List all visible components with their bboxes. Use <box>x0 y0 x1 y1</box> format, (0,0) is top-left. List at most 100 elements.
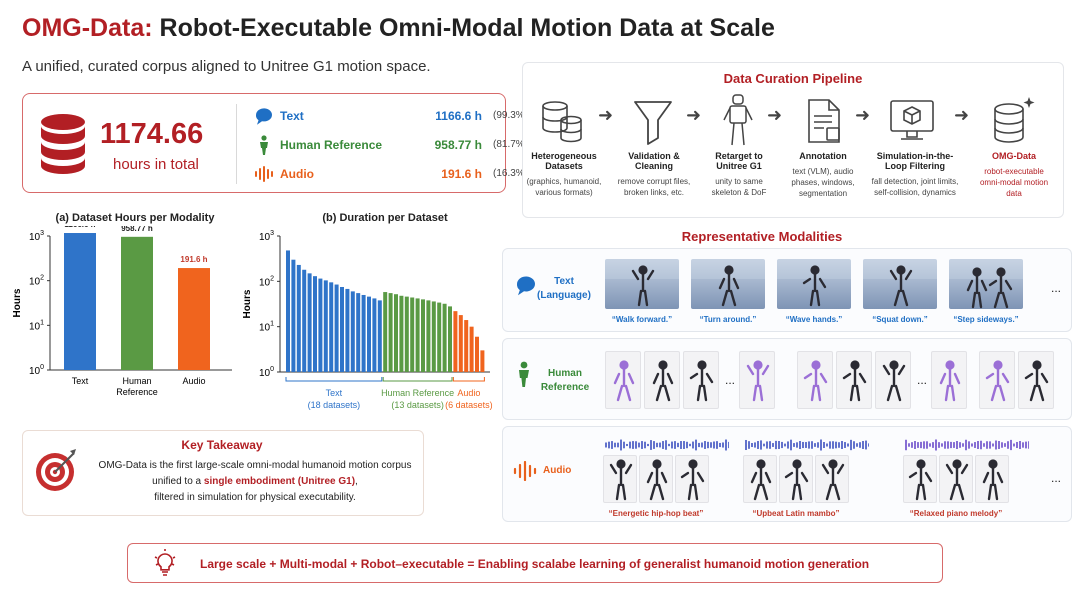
bar <box>318 278 323 372</box>
y-tick-label: 100 <box>259 366 274 379</box>
bar <box>377 300 382 372</box>
bar <box>350 291 355 372</box>
brand-name: OMG-Data: <box>22 14 153 42</box>
page-subtitle: A unified, curated corpus aligned to Uni… <box>22 58 431 75</box>
x-tick-label: Human <box>122 376 151 386</box>
bar <box>361 294 366 372</box>
pipeline-arrow: ➜ <box>686 105 702 125</box>
text-example-frame <box>777 259 851 309</box>
robot-figure <box>887 265 915 309</box>
pipeline-stage: Heterogeneous Datasets (graphics, humanoi… <box>525 151 603 198</box>
stage-desc: fall detection, joint limits, self-colli… <box>871 177 959 197</box>
group-count-label: (18 datasets) <box>308 400 361 410</box>
robot-figure <box>943 459 971 502</box>
stage-desc: robot-executable omni-modal motion data <box>979 167 1049 198</box>
pipeline-stage: Annotation text (VLM), audio phases, wind… <box>785 151 861 199</box>
bar-data-label: 191.6 h <box>180 255 207 264</box>
audio-motion-frame <box>939 455 973 503</box>
robot-figure <box>607 459 635 502</box>
bar <box>323 280 328 372</box>
modality-hours: 1166.6 h <box>435 109 482 123</box>
robot-figure <box>783 459 811 502</box>
robot-frame <box>1018 351 1054 409</box>
bar <box>453 311 458 372</box>
text-caption: “Squat down.” <box>872 315 928 324</box>
bar <box>415 298 420 372</box>
human-modality-label: Human Reference <box>540 368 590 393</box>
y-axis-label: Hours <box>242 289 253 318</box>
title-text: Robot-Executable Omni-Modal Motion Data … <box>159 14 775 42</box>
monitor-cube-icon <box>890 100 934 140</box>
person-icon <box>260 135 268 155</box>
y-tick-label: 100 <box>29 364 44 377</box>
stage-desc: text (VLM), audio phases, windows, segme… <box>791 167 855 198</box>
robot-figure <box>987 267 1015 309</box>
summary-divider <box>236 104 237 184</box>
pipeline-arrow: ➜ <box>767 105 783 125</box>
modality-hours: 958.77 h <box>434 138 482 152</box>
bar <box>178 268 210 370</box>
modality-name: Human Reference <box>280 138 383 152</box>
bar <box>286 250 290 372</box>
y-tick-label: 103 <box>29 230 44 243</box>
more-ellipsis: ... <box>917 373 928 387</box>
modality-hours: 191.6 h <box>441 167 482 181</box>
pipeline-arrow: ➜ <box>855 105 871 125</box>
bar <box>431 301 436 372</box>
modality-row-text: Text 1166.6 h (99.3%) <box>250 106 528 126</box>
modality-percent: (16.3%) <box>493 168 529 179</box>
bar <box>307 273 312 372</box>
text-caption: “Walk forward.” <box>611 315 673 324</box>
bar-data-label: 958.77 h <box>121 226 153 233</box>
audio-motion-frame <box>975 455 1009 503</box>
group-bracket <box>285 377 383 382</box>
pipeline-arrow: ➜ <box>598 105 614 125</box>
y-tick-label: 102 <box>29 275 44 288</box>
modality-percent: (81.7%) <box>493 139 529 150</box>
bar <box>437 302 442 372</box>
pipeline-title: Data Curation Pipeline <box>723 71 863 86</box>
bar <box>345 288 350 372</box>
modality-row-audio: Audio 191.6 h (16.3%) <box>250 164 528 184</box>
text-caption: “Step sideways.” <box>953 315 1019 324</box>
audio-modality-label: Audio <box>543 465 572 476</box>
stage-name: Annotation <box>799 151 847 161</box>
audio-motion-frame <box>639 455 673 503</box>
modality-row-human: Human Reference 958.77 h (81.7%) <box>250 135 528 155</box>
speech-bubble-icon <box>255 108 272 125</box>
bar <box>302 269 307 372</box>
stage-name: Simulation-in-the-Loop Filtering <box>876 151 954 171</box>
human-reference-frame <box>979 351 1015 409</box>
bar <box>458 315 463 372</box>
bar <box>64 233 96 370</box>
chart-a-title: (a) Dataset Hours per Modality <box>55 212 215 224</box>
robot-figure <box>629 265 657 309</box>
stage-desc: (graphics, humanoid, various formats) <box>526 177 602 197</box>
chart-b-title: (b) Duration per Dataset <box>322 212 448 224</box>
robot-frame <box>644 351 680 409</box>
text-example-frame <box>949 259 1023 309</box>
stage-name: Heterogeneous Datasets <box>531 151 597 171</box>
pipeline-card: Data Curation Pipeline ➜ ➜ ➜ ➜ ➜ <box>522 62 1064 218</box>
human-figure <box>610 360 638 408</box>
x-tick-label: Audio <box>182 376 205 386</box>
audio-motion-frame <box>903 455 937 503</box>
robot-figure <box>907 459 935 502</box>
robot-figure <box>679 459 707 502</box>
group-label: Text <box>326 388 343 398</box>
bar-data-label: 1166.6 h <box>64 226 95 229</box>
y-tick-label: 101 <box>29 319 44 332</box>
x-tick-label: Text <box>72 376 89 386</box>
y-tick-label: 103 <box>259 230 274 243</box>
human-figure <box>744 360 772 408</box>
bar <box>383 292 388 372</box>
robot-figure <box>643 459 671 502</box>
bar <box>421 299 425 372</box>
pipeline-stage: OMG-Data robot-executable omni-modal moti… <box>977 151 1051 199</box>
pipeline-stage: Retarget to Unitree G1 unity to same skel… <box>707 151 771 198</box>
text-modality-label: Text (Language) <box>537 276 591 301</box>
stage-desc: unity to same skeleton & DoF <box>711 177 767 197</box>
database-icon <box>41 114 85 174</box>
bottom-banner <box>127 543 943 583</box>
text-caption: “Turn around.” <box>699 315 757 324</box>
